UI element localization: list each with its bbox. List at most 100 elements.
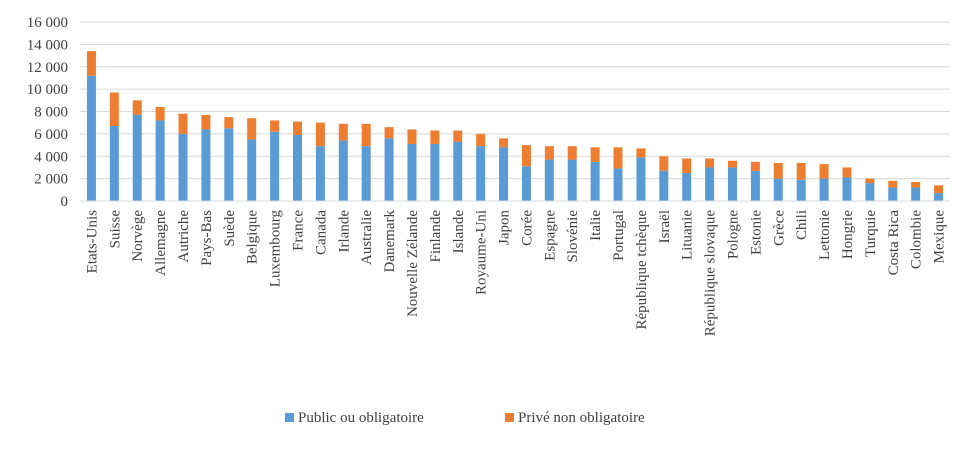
x-category-label: Costa Rica xyxy=(886,210,902,276)
x-category-label: Luxembourg xyxy=(268,210,284,288)
bar-segment-prive xyxy=(796,162,806,180)
y-tick-label: 0 xyxy=(61,194,69,210)
bar-segment-prive xyxy=(773,162,783,179)
bar-segment-prive xyxy=(659,156,669,171)
bar-segment-prive xyxy=(842,167,852,178)
x-category-label: Hongrie xyxy=(840,210,856,259)
bar-segment-prive xyxy=(888,180,898,188)
bar-segment-prive xyxy=(705,158,715,168)
x-category-label: Nouvelle Zélande xyxy=(405,210,421,317)
bar-segment-public xyxy=(590,161,600,201)
x-category-label: Lituanie xyxy=(680,210,696,260)
bars xyxy=(86,51,944,201)
x-category-label: Islande xyxy=(451,210,467,254)
bar-segment-public xyxy=(911,187,921,201)
bar-segment-public xyxy=(132,114,142,201)
bar-segment-public xyxy=(338,140,348,201)
x-category-label: République tchèque xyxy=(634,210,650,330)
bar-segment-prive xyxy=(728,160,737,168)
bar-segment-prive xyxy=(499,138,509,148)
bar-segment-public xyxy=(934,193,944,201)
bar-segment-public xyxy=(224,128,234,201)
bar-segment-prive xyxy=(567,146,577,160)
x-category-label: Canada xyxy=(313,210,329,255)
bar-segment-public xyxy=(247,139,257,201)
bar-segment-public xyxy=(613,168,623,201)
bar-segment-prive xyxy=(682,158,692,174)
bar-segment-prive xyxy=(613,147,623,169)
bar-segment-prive xyxy=(430,130,440,144)
x-category-label: Turquie xyxy=(863,210,879,257)
x-category-label: Italie xyxy=(588,210,604,241)
bar-segment-public xyxy=(544,159,554,201)
x-category-label: Pays-Bas xyxy=(199,210,215,266)
bar-segment-prive xyxy=(407,129,417,144)
bar-segment-prive xyxy=(224,117,234,129)
bar-segment-prive xyxy=(819,164,829,179)
x-category-label: Finlande xyxy=(428,210,444,263)
y-tick-label: 8 000 xyxy=(34,105,68,121)
y-tick-label: 2 000 xyxy=(34,172,68,188)
bar-segment-prive xyxy=(201,114,211,130)
x-category-label: Grèce xyxy=(771,210,787,246)
bar-segment-public xyxy=(155,120,165,201)
bar-segment-prive xyxy=(361,123,371,147)
x-category-label: Japon xyxy=(497,210,513,245)
legend: Public ou obligatoire Privé non obligatoi… xyxy=(285,410,645,426)
x-category-label: Australie xyxy=(359,210,375,265)
bar-segment-prive xyxy=(155,107,165,121)
x-category-label: Irlande xyxy=(336,210,352,253)
bar-segment-prive xyxy=(911,181,921,188)
bar-segment-public xyxy=(636,157,646,201)
bar-segment-prive xyxy=(544,146,554,160)
bar-segment-prive xyxy=(270,120,280,132)
bar-segment-public xyxy=(819,178,829,201)
bar-segment-public xyxy=(842,177,852,201)
bar-segment-public xyxy=(361,146,371,201)
bar-segment-public xyxy=(201,129,211,201)
legend-swatch xyxy=(505,413,514,422)
legend-swatch xyxy=(285,413,294,422)
bar-segment-prive xyxy=(86,51,96,76)
bar-segment-prive xyxy=(521,145,531,167)
x-category-label: République slovaque xyxy=(703,210,719,337)
bar-segment-public xyxy=(865,183,875,201)
bar-segment-prive xyxy=(338,123,348,141)
bar-segment-public xyxy=(796,179,806,201)
bar-segment-public xyxy=(453,141,463,201)
bar-segment-prive xyxy=(636,148,646,158)
x-category-label: Chili xyxy=(794,210,810,240)
x-category-label: France xyxy=(291,210,307,251)
bar-segment-public xyxy=(773,178,783,201)
bar-segment-prive xyxy=(750,161,760,171)
bar-segment-prive xyxy=(476,133,486,147)
bar-segment-prive xyxy=(247,118,257,140)
gridlines xyxy=(80,21,950,180)
bar-segment-prive xyxy=(315,122,325,147)
bar-segment-public xyxy=(499,147,509,201)
bar-segment-prive xyxy=(293,121,302,135)
bar-segment-public xyxy=(476,146,486,201)
bar-segment-public xyxy=(315,146,325,201)
bar-segment-prive xyxy=(590,147,600,162)
bar-segment-public xyxy=(705,167,715,201)
bar-segment-public xyxy=(728,167,737,201)
bar-segment-public xyxy=(407,143,417,201)
x-category-label: Autriche xyxy=(176,210,192,263)
bar-segment-public xyxy=(521,166,531,201)
y-tick-label: 12 000 xyxy=(27,60,68,76)
y-tick-label: 16 000 xyxy=(27,15,68,31)
bar-segment-prive xyxy=(178,113,188,134)
x-category-label: Mexique xyxy=(932,210,948,264)
y-tick-label: 10 000 xyxy=(27,82,68,98)
x-category-label: Israël xyxy=(657,210,673,243)
x-category-label: Danemark xyxy=(382,210,398,273)
bar-segment-prive xyxy=(865,178,875,184)
bar-segment-public xyxy=(750,170,760,201)
x-category-label: Slovénie xyxy=(565,210,581,263)
bar-segment-prive xyxy=(384,127,394,139)
legend-label: Public ou obligatoire xyxy=(298,410,424,426)
bar-segment-prive xyxy=(109,92,119,127)
bar-segment-public xyxy=(178,133,188,201)
